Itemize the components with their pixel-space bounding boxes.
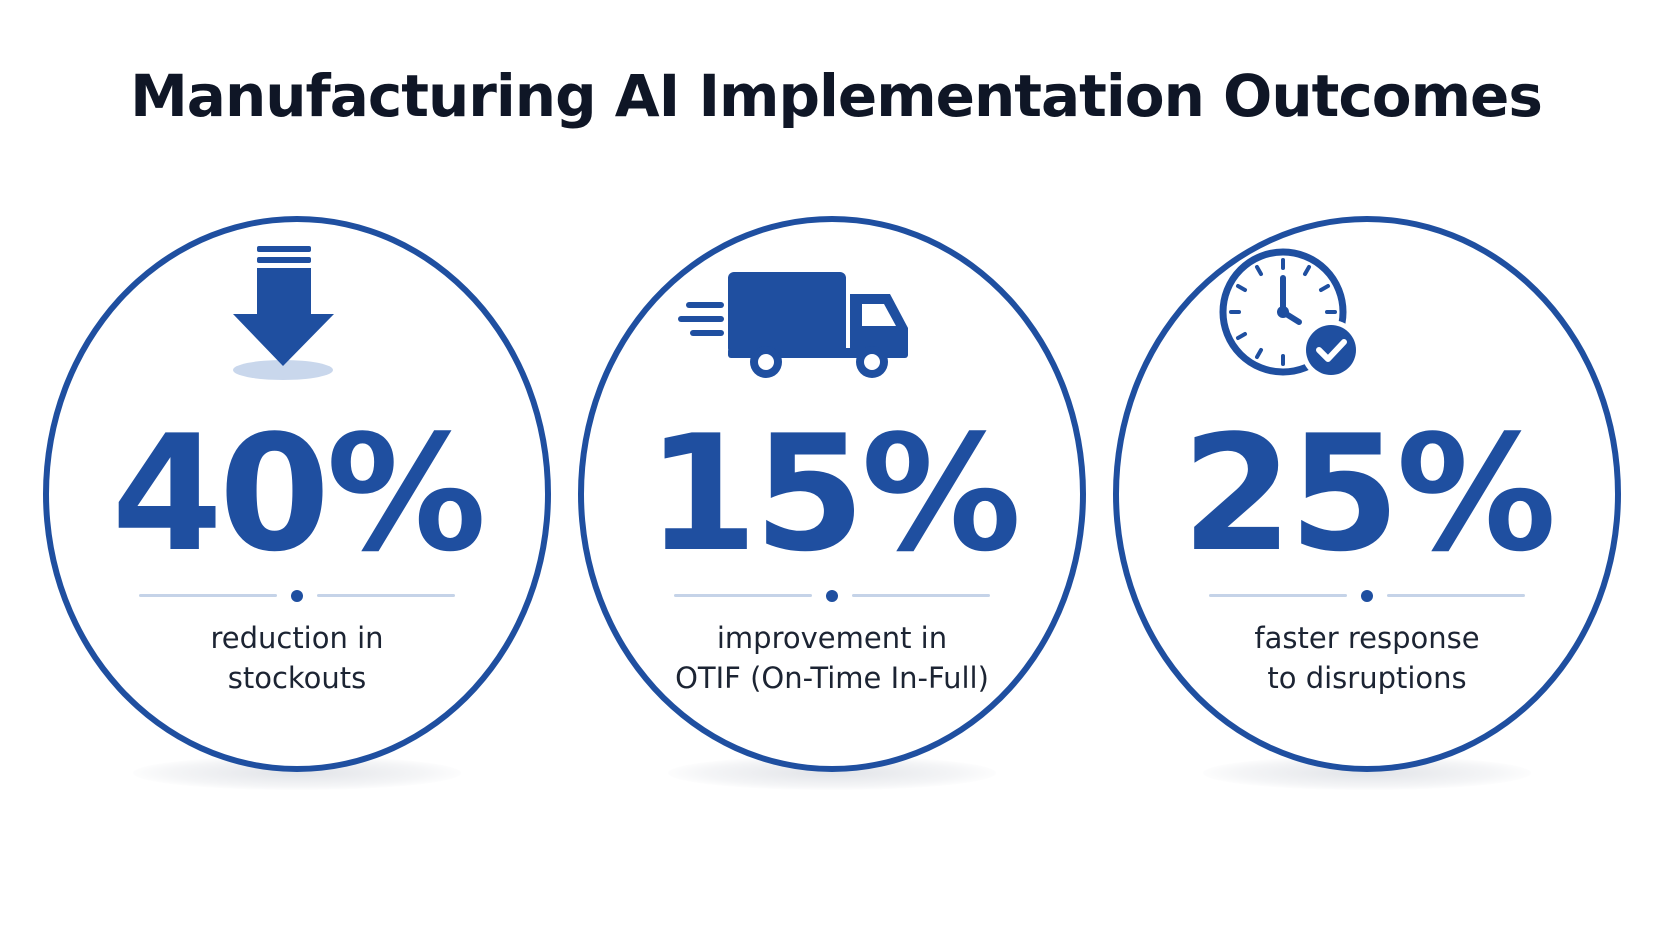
- metric-circle: [1113, 216, 1621, 772]
- metric-divider: [674, 590, 990, 602]
- metric-card-disruptions: 25% faster response to disruptions: [1113, 216, 1621, 790]
- metric-description-line1: reduction in: [210, 621, 384, 655]
- metric-divider: [1209, 590, 1525, 602]
- metric-description-line2: OTIF (On-Time In-Full): [675, 661, 989, 695]
- delivery-truck-icon: [678, 272, 908, 378]
- metric-description: reduction in stockouts: [83, 618, 511, 698]
- metric-value: 15%: [646, 400, 1022, 587]
- clock-check-icon: [1219, 248, 1361, 380]
- metric-description-line2: to disruptions: [1267, 661, 1467, 695]
- metric-divider: [139, 590, 455, 602]
- metric-description: improvement in OTIF (On-Time In-Full): [618, 618, 1046, 698]
- metric-description-line2: stockouts: [227, 661, 367, 695]
- metric-description-line1: improvement in: [716, 621, 948, 655]
- down-arrow-icon: [233, 246, 334, 380]
- metric-description-line1: faster response: [1254, 621, 1480, 655]
- metric-description: faster response to disruptions: [1153, 618, 1581, 698]
- metric-value: 25%: [1181, 400, 1557, 587]
- page-title: Manufacturing AI Implementation Outcomes: [130, 62, 1543, 130]
- metric-card-stockouts: 40% reduction in stockouts: [43, 216, 551, 790]
- metric-value: 40%: [111, 400, 487, 587]
- metric-card-otif: 15% improvement in OTIF (On-Time In-Full…: [578, 216, 1086, 790]
